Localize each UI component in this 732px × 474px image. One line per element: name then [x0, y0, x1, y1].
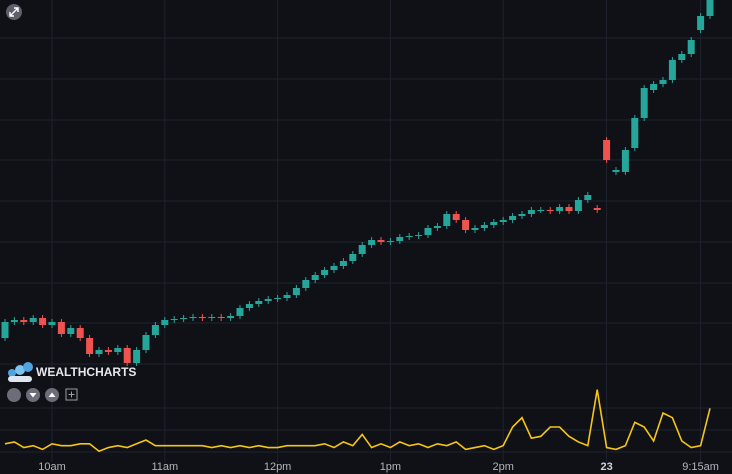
candle-body [302, 280, 310, 288]
candle-body [631, 118, 639, 148]
candle-body [114, 348, 122, 352]
volume-line [4, 389, 711, 453]
candle-body [349, 254, 357, 261]
candle-body [142, 335, 150, 350]
candle-body [471, 228, 479, 230]
x-tick-label: 12pm [264, 461, 292, 473]
candle-body [377, 240, 385, 242]
candle-body [180, 318, 188, 319]
h-grid [0, 37, 732, 453]
candle-body [217, 317, 225, 318]
candle-body [1, 322, 9, 338]
candle-body [283, 295, 291, 298]
candle-body [584, 195, 592, 200]
logo: WEALTHCHARTS [8, 362, 136, 382]
candle-body [499, 220, 507, 222]
candle-body [668, 60, 676, 80]
x-tick-label: 11am [151, 461, 178, 473]
candle-body [518, 214, 526, 216]
logo-text: WEALTHCHARTS [36, 365, 136, 379]
add-button[interactable] [65, 388, 78, 401]
candle-body [621, 150, 629, 172]
candle-body [509, 216, 517, 220]
candle-body [67, 328, 75, 334]
candle-body [245, 304, 253, 308]
candle-body [424, 228, 432, 235]
tool-button[interactable] [7, 388, 21, 402]
candle-body [39, 318, 47, 325]
candle-body [208, 317, 216, 318]
candle-body [537, 210, 545, 211]
candle-body [527, 210, 535, 214]
candle-body [29, 318, 37, 322]
candle-body [687, 40, 695, 54]
up-icon [48, 392, 56, 397]
candle-body [321, 270, 329, 275]
x-tick-label: 10am [38, 461, 66, 473]
candle-body [640, 88, 648, 118]
candle-body [574, 200, 582, 211]
candle-body [104, 350, 112, 352]
candle-body [612, 170, 620, 172]
candle-body [339, 261, 347, 266]
candle-body [405, 236, 413, 237]
candle-body [292, 288, 300, 295]
expand-icon [9, 7, 19, 17]
x-tick-label: 9:15am [682, 461, 719, 473]
x-tick-label: 23 [600, 461, 612, 473]
candle-body [133, 350, 141, 363]
x-tick-label: 1pm [380, 461, 401, 473]
candle-body [189, 317, 197, 318]
candle-body [170, 319, 178, 320]
x-tick-label: 2pm [492, 461, 513, 473]
candle-body [565, 207, 573, 211]
candle-body [546, 210, 554, 211]
candle-body [452, 214, 460, 220]
candle-body [396, 237, 404, 241]
candle-body [311, 275, 319, 280]
candle-body [368, 240, 376, 245]
candle-body [659, 80, 667, 84]
add-icon [68, 391, 75, 398]
candle-body [255, 301, 263, 304]
down-icon [29, 393, 37, 398]
candle-body [678, 54, 686, 60]
candle-body [264, 299, 272, 301]
candle-body [274, 298, 282, 299]
candle-body [10, 320, 18, 322]
candle-body [462, 220, 470, 230]
candle-body [57, 322, 65, 334]
candle-body [593, 208, 601, 210]
candle-body [650, 84, 658, 90]
candle-body [161, 320, 169, 325]
v-grid [51, 0, 702, 462]
candle-body [556, 207, 564, 211]
candle-body [48, 322, 56, 325]
candle-body [386, 241, 394, 242]
candle-body [151, 325, 159, 335]
candle-body [480, 225, 488, 228]
candle-body [443, 214, 451, 226]
candle-body [697, 16, 705, 30]
candle-body [86, 338, 94, 354]
candle-body [706, 0, 714, 16]
candle-body [236, 308, 244, 316]
candle-body [95, 350, 103, 354]
candle-body [433, 226, 441, 228]
candle-body [198, 317, 206, 318]
candle-body [415, 235, 423, 236]
candle-body [490, 222, 498, 225]
candle-body [20, 320, 28, 322]
plot [1, 0, 714, 453]
candle-body [330, 266, 338, 270]
candle-body [603, 140, 611, 160]
candle-body [358, 245, 366, 254]
candle-body [76, 328, 84, 338]
candle-body [123, 348, 131, 363]
candle-body [227, 316, 235, 318]
